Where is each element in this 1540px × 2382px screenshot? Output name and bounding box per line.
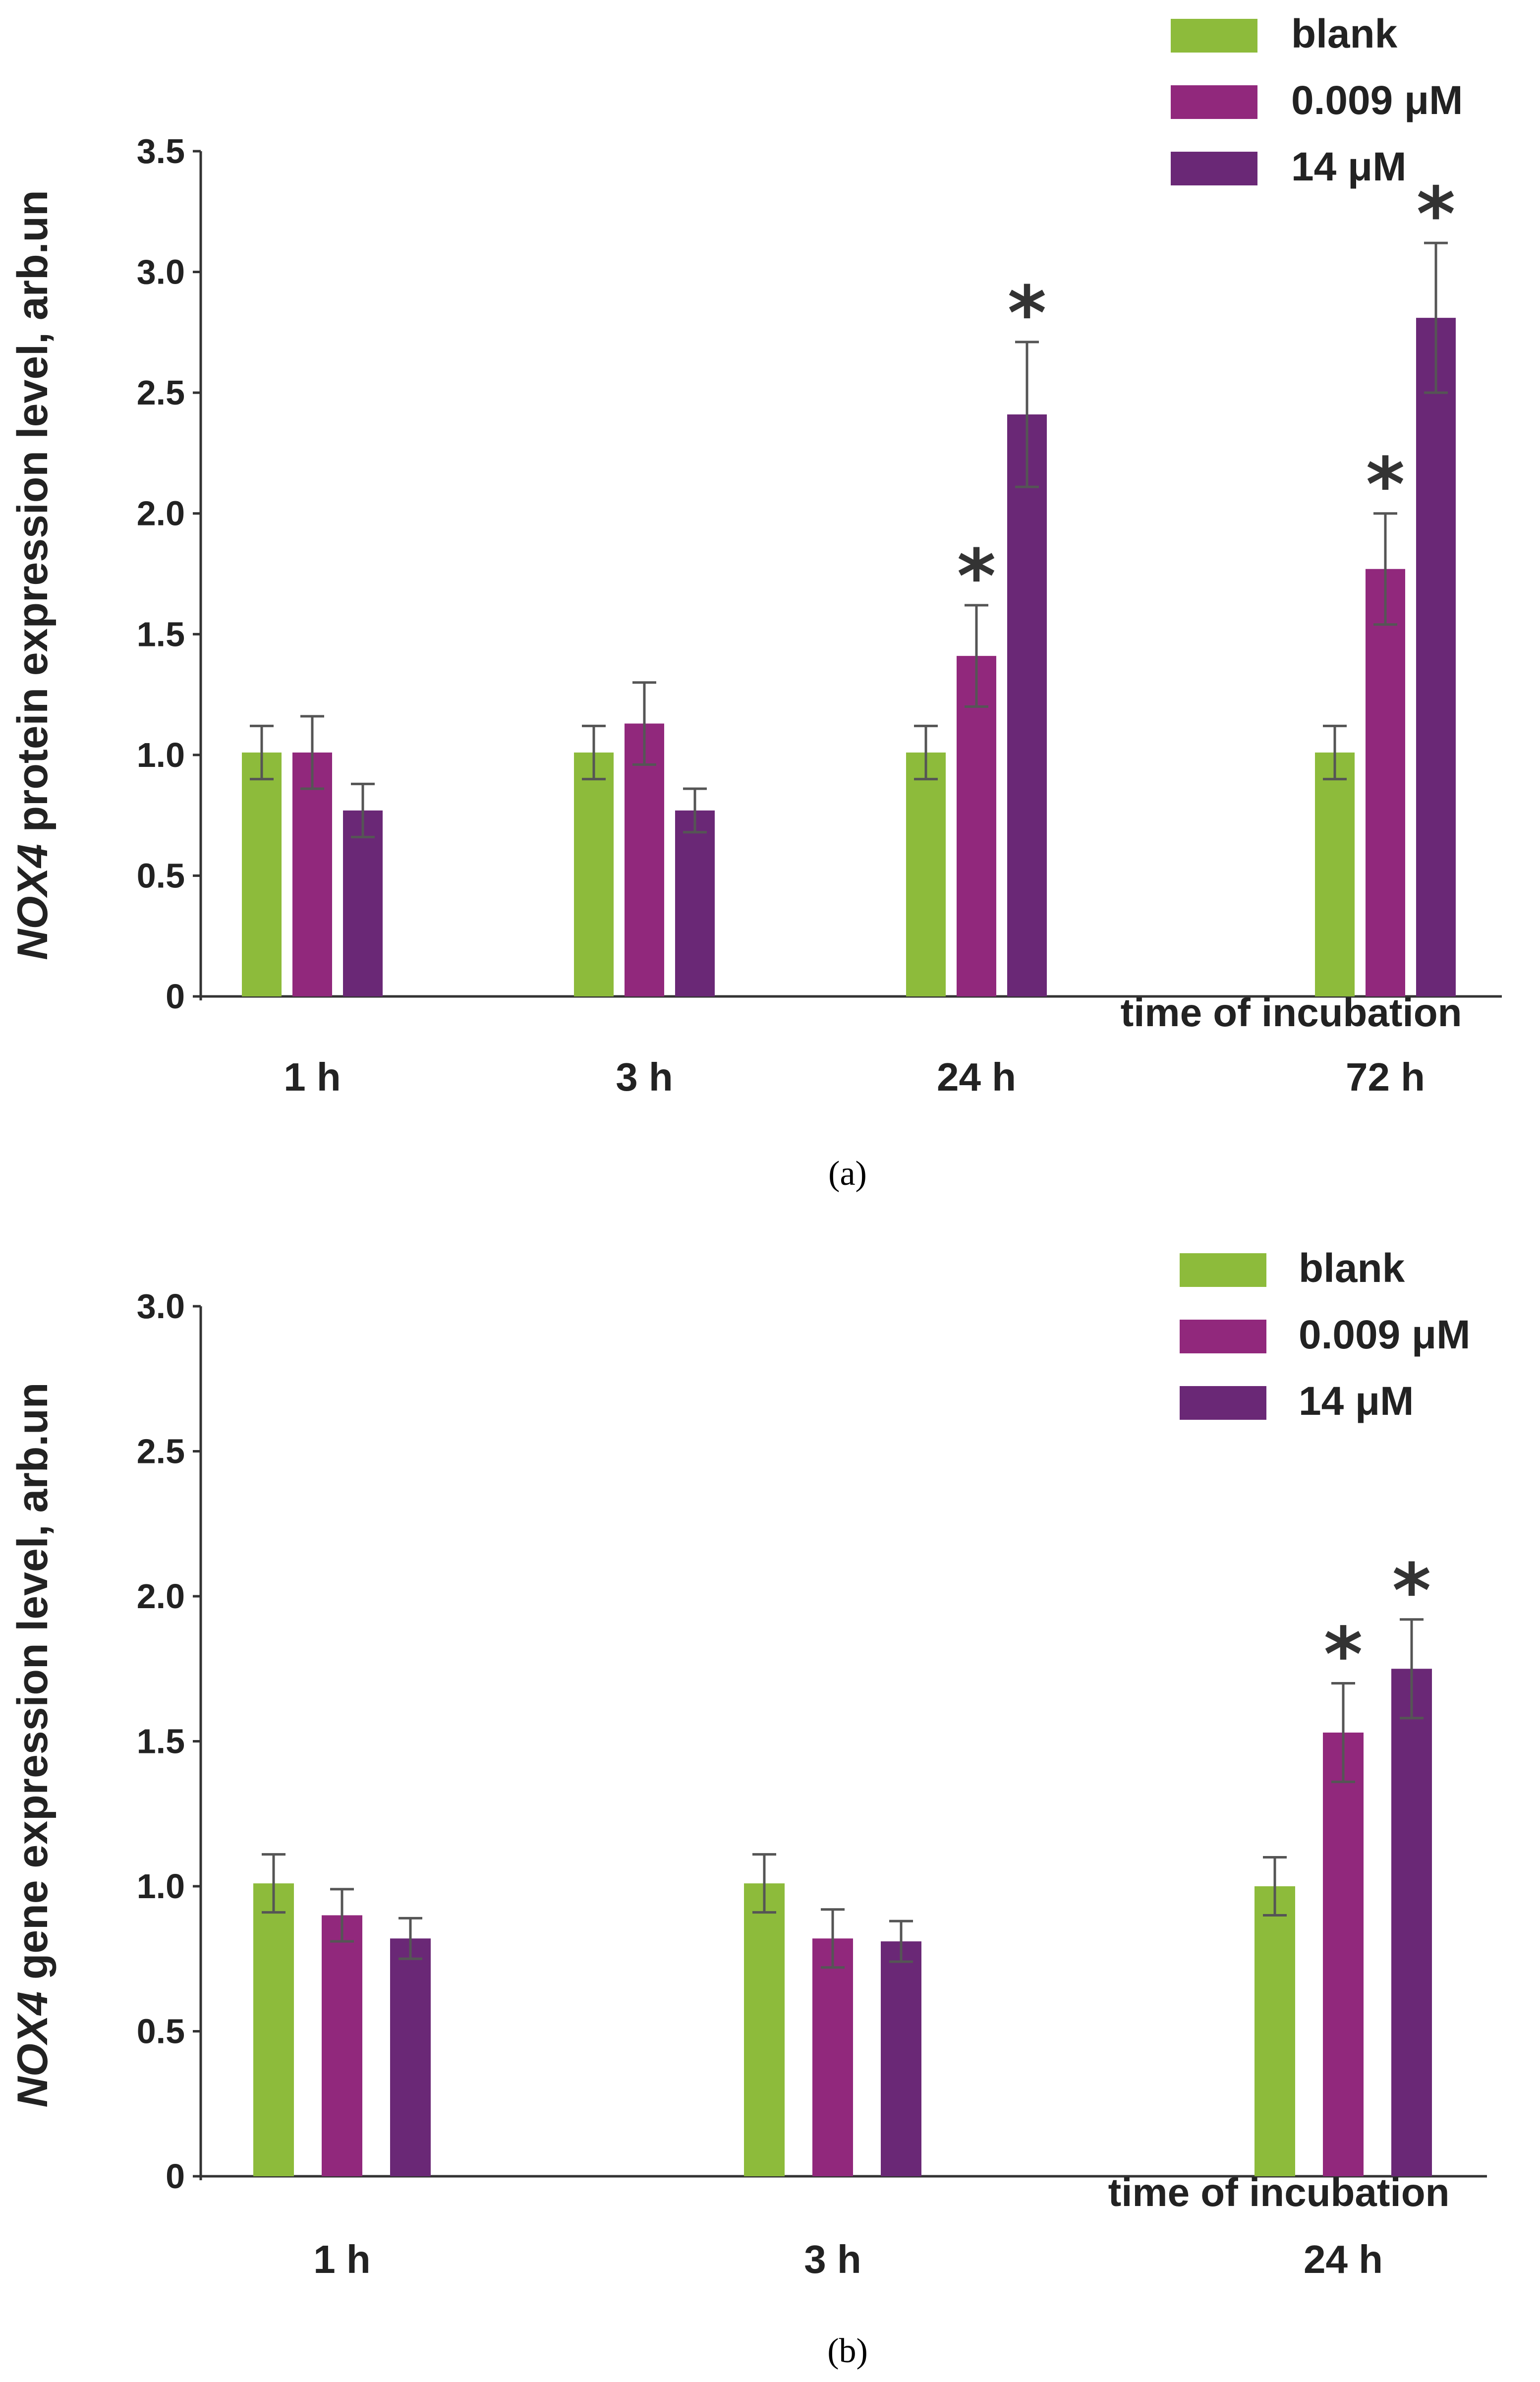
bar-2-1: [957, 656, 996, 996]
error-bar-3-2: [1424, 241, 1448, 394]
legend-label: 0.009 μM: [1299, 1312, 1470, 1357]
y-tick-label: 0: [166, 977, 185, 1016]
panel-label: (b): [827, 2332, 868, 2370]
chart-panel-2: 0 0.5 1.0 1.5 2.0 2.5 3.0 NOX4 gene expression …: [9, 1246, 1487, 2370]
bar-2-0: [1255, 1886, 1295, 2176]
bar-3-0: [1315, 752, 1355, 996]
significance-star: *: [1008, 271, 1046, 357]
y-tick-label: 3.0: [137, 253, 185, 291]
legend-swatch: [1171, 152, 1257, 185]
y-tick-label: 1.0: [137, 736, 185, 774]
bar-0-2: [390, 1938, 431, 2176]
bar-1-0: [744, 1883, 785, 2176]
bar-0-2: [343, 810, 383, 996]
y-tick-label: 3.0: [137, 1287, 185, 1326]
bar-2-1: [1323, 1732, 1364, 2176]
category-label: 24 h: [937, 1055, 1016, 1099]
error-bar-1-2: [889, 1919, 913, 1963]
bar-0-1: [292, 752, 332, 996]
bar-1-1: [625, 723, 664, 996]
legend-label: 14 μM: [1291, 144, 1406, 189]
significance-star: *: [1324, 1612, 1363, 1698]
bar-0-0: [253, 1883, 294, 2176]
error-bar-2-2: [1400, 1618, 1424, 1720]
y-tick-label: 2.5: [137, 1432, 185, 1471]
bar-1-2: [881, 1941, 921, 2176]
y-tick-label: 3.5: [137, 132, 185, 171]
error-bar-1-2: [683, 787, 707, 834]
y-tick-label: 0.5: [137, 2012, 185, 2051]
y-axis-label: NOX4 protein expression level, arb.un: [9, 190, 57, 960]
x-axis-label: time of incubation: [1121, 990, 1462, 1035]
chart-panel-1: 0 0.5 1.0 1.5 2.0 2.5 3.0 3.5 NOX4 protein expre…: [9, 11, 1502, 1193]
category-label: 24 h: [1304, 2237, 1383, 2281]
legend-swatch: [1180, 1320, 1266, 1353]
error-bar-2-1: [1331, 1682, 1355, 1783]
error-bar-0-2: [351, 782, 375, 838]
error-bar-0-1: [300, 715, 324, 790]
bar-2-2: [1007, 414, 1047, 996]
bar-1-2: [675, 810, 715, 996]
x-axis-label: time of incubation: [1108, 2170, 1450, 2214]
category-label: 3 h: [804, 2237, 861, 2281]
significance-star: *: [1417, 172, 1455, 258]
error-bar-3-1: [1373, 512, 1397, 626]
significance-star: *: [1392, 1548, 1431, 1634]
error-bar-2-0: [914, 724, 938, 781]
significance-star: *: [1366, 442, 1405, 528]
panel-label: (a): [828, 1155, 867, 1193]
legend-label: blank: [1291, 11, 1398, 57]
significance-star: *: [957, 534, 996, 620]
y-tick-label: 2.0: [137, 1577, 185, 1616]
bar-1-1: [812, 1938, 853, 2176]
category-label: 1 h: [284, 1055, 341, 1099]
bar-1-0: [574, 752, 614, 996]
legend-label: blank: [1299, 1246, 1405, 1291]
bar-0-0: [242, 752, 282, 996]
legend: blank 0.009 μM 14 μM: [1180, 1246, 1470, 1424]
error-bar-1-0: [582, 724, 606, 781]
error-bar-0-0: [250, 724, 274, 781]
y-tick-label: 1.5: [137, 615, 185, 653]
error-bar-0-0: [262, 1853, 285, 1914]
legend-swatch: [1180, 1386, 1266, 1420]
error-bar-2-1: [965, 604, 988, 708]
bar-3-1: [1366, 569, 1405, 996]
category-label: 72 h: [1346, 1055, 1425, 1099]
bar-2-2: [1391, 1669, 1432, 2176]
legend-label: 14 μM: [1299, 1379, 1414, 1424]
error-bar-2-2: [1015, 341, 1039, 488]
bar-2-0: [906, 752, 946, 996]
legend-swatch: [1171, 85, 1257, 119]
error-bar-1-0: [752, 1853, 776, 1914]
y-tick-label: 0.5: [137, 856, 185, 895]
y-axis-label: NOX4 gene expression level, arb.un: [9, 1383, 57, 2108]
bar-0-1: [322, 1915, 362, 2176]
legend-swatch: [1171, 19, 1257, 53]
error-bar-1-1: [821, 1908, 845, 1969]
legend-swatch: [1180, 1253, 1266, 1287]
error-bar-1-1: [632, 681, 656, 766]
y-tick-label: 2.0: [137, 494, 185, 533]
error-bar-2-0: [1263, 1856, 1287, 1917]
y-tick-label: 0: [166, 2157, 185, 2196]
legend: blank 0.009 μM 14 μM: [1171, 11, 1463, 189]
y-tick-label: 2.5: [137, 373, 185, 412]
category-label: 3 h: [616, 1055, 673, 1099]
error-bar-3-0: [1323, 724, 1347, 781]
y-tick-label: 1.0: [137, 1867, 185, 1906]
error-bar-0-2: [399, 1917, 422, 1960]
error-bar-0-1: [330, 1888, 354, 1943]
bar-3-2: [1416, 318, 1456, 996]
category-label: 1 h: [313, 2237, 371, 2281]
y-tick-label: 1.5: [137, 1722, 185, 1761]
legend-label: 0.009 μM: [1291, 78, 1463, 123]
